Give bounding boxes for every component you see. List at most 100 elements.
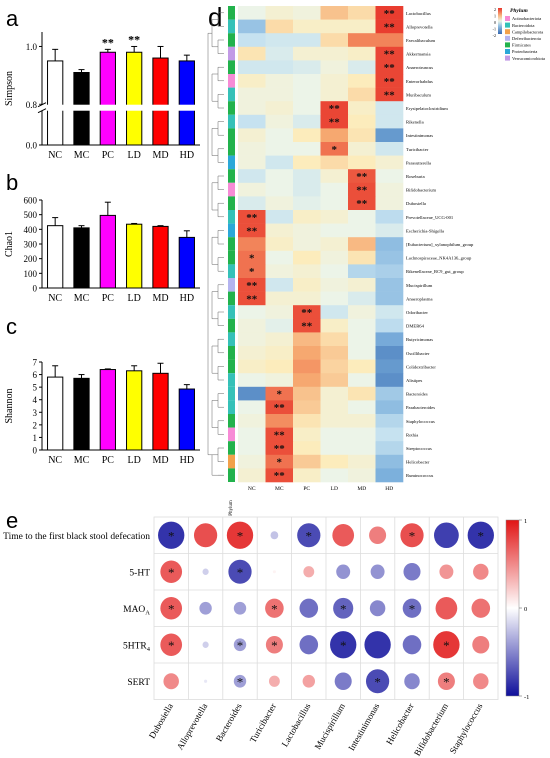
row-label: MAOA: [123, 605, 150, 617]
significance-mark: **: [329, 103, 341, 115]
heatmap-cell: [348, 427, 376, 442]
correlation-circle: [433, 631, 460, 659]
heatmap-cell: [348, 414, 376, 428]
phylum-strip-cell: [228, 346, 235, 360]
heatmap-cell: [348, 386, 376, 401]
phylum-strip-cell: [228, 6, 235, 20]
significance-mark: **: [246, 225, 258, 237]
heatmap-cell: [238, 278, 266, 292]
significance-mark: *: [409, 528, 416, 543]
bar-LD: [126, 370, 143, 451]
color-scale-tick-label: 1: [524, 518, 527, 525]
heatmap-cell: [348, 359, 376, 374]
heatmap-cell: [348, 142, 376, 156]
correlation-circle: [270, 531, 279, 540]
heatmap-cell: [320, 346, 349, 360]
heatmap-cell: [320, 46, 349, 61]
heatmap-cell: [265, 346, 294, 360]
heatmap-cell: [293, 87, 321, 102]
heatmap-cell: [238, 332, 266, 347]
significance-mark: *: [340, 638, 347, 653]
heatmap-cell: [238, 386, 266, 401]
heatmap-cell: [238, 441, 266, 456]
heatmap-cell: [348, 264, 376, 279]
row-label: Bifidobacterium: [406, 188, 437, 193]
heatmap-cell: [238, 87, 266, 102]
row-label: Enterorhabdus: [406, 79, 433, 84]
dendrogram-branch: [217, 366, 224, 381]
heatmap-cell: [238, 101, 266, 116]
significance-mark: *: [443, 674, 450, 689]
row-label: Butyricimonas: [406, 337, 433, 342]
heatmap-cell: [375, 414, 404, 428]
correlation-color-scale: 1 0 -1: [505, 518, 529, 701]
significance-mark: *: [277, 457, 283, 469]
significance-mark: **: [356, 185, 368, 197]
dendrogram-branch: [207, 32, 212, 456]
heatmap-cell: [293, 468, 321, 483]
significance-mark: *: [237, 528, 244, 543]
x-tick-label: HD: [180, 293, 194, 304]
heatmap-cell: [293, 332, 321, 347]
significance-mark: *: [478, 528, 485, 543]
significance-mark: *: [168, 601, 175, 616]
heatmap-cell: [375, 237, 404, 252]
correlation-circle: [233, 674, 247, 688]
phylum-strip-cell: [228, 33, 235, 47]
heatmap-cell: [293, 427, 321, 442]
color-scale-tick: -2: [493, 33, 496, 38]
significance-mark: *: [332, 144, 338, 156]
row-label: Anaerotruncus: [406, 65, 433, 70]
phylum-strip-cell: [228, 60, 235, 74]
heatmap-cell: [320, 60, 349, 75]
column-label: Lactobacillus: [280, 701, 313, 748]
heatmap-cell: [348, 346, 376, 360]
dendrogram-branch: [211, 236, 218, 265]
phylum-strip-cell: [228, 427, 235, 442]
correlation-circle: [160, 597, 183, 620]
correlation-circle: [473, 563, 489, 580]
significance-mark: **: [384, 21, 396, 33]
heatmap-cell: [320, 250, 349, 265]
row-label: Prevotellaceae_UCG-001: [406, 215, 454, 220]
heatmap-cell: [265, 264, 294, 279]
bar-NC: [47, 376, 64, 451]
axis-break-mark: [37, 108, 47, 114]
heatmap-cell: [265, 114, 294, 129]
y-tick-label: 500: [24, 210, 38, 220]
significance-mark: **: [384, 89, 396, 101]
y-axis-label: Chao1: [4, 231, 15, 257]
significance-mark: *: [168, 565, 175, 580]
heatmap-cell: [348, 60, 376, 75]
heatmap-cell: [293, 400, 321, 415]
row-label: Parabacteroides: [406, 405, 435, 410]
heatmap-cell: [348, 278, 376, 292]
heatmap-cell: [375, 346, 404, 360]
correlation-circle: [364, 631, 391, 659]
y-tick-label: 1.0: [26, 42, 38, 52]
phylum-strip-cell: [228, 237, 235, 251]
row-label: Escherichia-Shigella: [406, 228, 444, 233]
row-label: Parasutterella: [406, 160, 431, 165]
column-label: Turicibacter: [248, 701, 278, 744]
row-label: Alistipes: [406, 378, 423, 383]
heatmap-cell: [375, 182, 404, 197]
dendrogram-branch: [211, 128, 218, 156]
significance-mark: **: [128, 32, 140, 46]
heatmap-cell: [375, 19, 404, 34]
heatmap-d: Phylum** Lactobacillus** AlloprevotellaFae…: [207, 6, 545, 516]
column-label: PC: [303, 486, 310, 492]
heatmap-cell: [375, 305, 404, 320]
row-dendrogram: [207, 12, 224, 476]
heatmap-cell: [265, 169, 294, 184]
dendrogram-branch: [217, 311, 224, 326]
heatmap-cell: [375, 250, 404, 265]
dendrogram-branch: [217, 94, 224, 109]
heatmap-cell: [265, 468, 294, 483]
legend-label: Campilobacterota: [512, 29, 543, 34]
heatmap-cell: [375, 155, 404, 170]
heatmap-cell: [293, 223, 321, 238]
bar-chart-c: 0 1 2 3 4 5 6 7 NC MC PC LD MD HD Shannon: [4, 358, 200, 466]
legend-label: Proteobacteria: [512, 49, 537, 54]
heatmap-cell: [320, 114, 349, 129]
